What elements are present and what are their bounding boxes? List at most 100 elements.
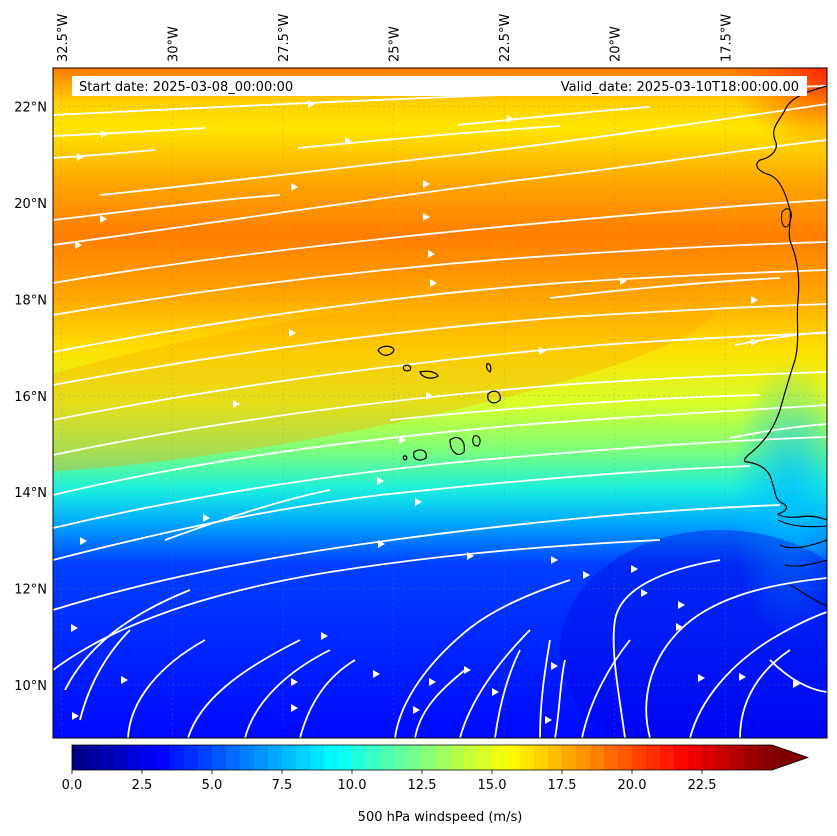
- colorbar-band: [282, 745, 297, 770]
- lat-tick-label: 12°N: [14, 583, 47, 598]
- lon-tick-label: 22.5°W: [498, 14, 513, 62]
- streamline: [53, 465, 751, 561]
- colorbar-band: [576, 745, 591, 770]
- colorbar-band: [170, 745, 185, 770]
- colorbar-band: [758, 745, 773, 770]
- colorbar-outline: [71, 744, 810, 771]
- streamline: [53, 303, 827, 386]
- colorbar-band: [520, 745, 535, 770]
- streamline: [53, 127, 206, 137]
- streamline: [739, 649, 791, 738]
- streamline: [187, 639, 301, 738]
- colorbar-tick-label: 12.5: [408, 778, 437, 793]
- coastline-segment: [779, 539, 827, 549]
- streamline: [394, 579, 571, 738]
- streamline-arrow: [751, 338, 758, 346]
- streamline-arrow: [583, 571, 590, 579]
- streamline-arrow: [698, 674, 705, 682]
- streamline: [53, 241, 827, 316]
- colorbar-tick-label: 15.0: [478, 778, 507, 793]
- streamline-arrow: [291, 183, 298, 191]
- colorbar-band: [436, 745, 451, 770]
- africa-coastline: [743, 85, 827, 521]
- colorbar-tick-label: 2.5: [132, 778, 153, 793]
- colorbar-band: [478, 745, 493, 770]
- colorbar-band: [100, 745, 115, 770]
- lat-tick-label: 18°N: [14, 293, 47, 308]
- coastline-segment: [789, 584, 827, 607]
- colorbar-tick-label: 0.0: [62, 778, 83, 793]
- colorbar-band: [506, 745, 521, 770]
- colorbar-band: [464, 745, 479, 770]
- colorbar-band: [534, 745, 549, 770]
- colorbar-tick-label: 10.0: [338, 778, 367, 793]
- streamline: [581, 639, 631, 738]
- streamline-arrow: [429, 678, 436, 686]
- streamline-arrow: [430, 279, 437, 287]
- map-border: [52, 67, 828, 739]
- streamline-arrow: [539, 347, 546, 355]
- colorbar-tick-label: 22.5: [688, 778, 717, 793]
- streamline-arrow: [373, 670, 380, 678]
- streamline: [769, 659, 827, 693]
- colorbar-band: [688, 745, 703, 770]
- colorbar-band: [226, 745, 241, 770]
- colorbar-band: [450, 745, 465, 770]
- streamline-arrow: [492, 688, 499, 696]
- streamline: [127, 639, 206, 738]
- streamline: [299, 659, 356, 738]
- streamline: [297, 125, 561, 149]
- streamline-arrow: [426, 392, 433, 400]
- cape-verde-island: [402, 455, 408, 461]
- colorbar-label: 500 hPa windspeed (m/s): [358, 810, 523, 825]
- colorbar-band: [184, 745, 199, 770]
- colorbar-band: [492, 745, 507, 770]
- streamline-arrow: [71, 624, 78, 632]
- colorbar-tick-label: 17.5: [548, 778, 577, 793]
- streamline-arrow: [423, 213, 430, 221]
- lat-tick-label: 10°N: [14, 679, 47, 694]
- streamline: [549, 277, 781, 299]
- streamline: [645, 577, 827, 738]
- streamline-arrow: [233, 400, 240, 408]
- colorbar-band: [730, 745, 745, 770]
- lon-tick-label: 17.5°W: [719, 14, 734, 62]
- streamline: [53, 332, 827, 421]
- cape-verde-island: [472, 435, 481, 447]
- colorbar-band: [366, 745, 381, 770]
- colorbar-band: [422, 745, 437, 770]
- colorbar-band: [142, 745, 157, 770]
- streamline-arrow: [345, 137, 352, 145]
- cape-verde-island: [486, 363, 492, 373]
- colorbar-band: [394, 745, 409, 770]
- streamline: [554, 659, 566, 738]
- streamline-arrow: [793, 680, 800, 688]
- streamline-arrow: [415, 498, 422, 506]
- colorbar-band: [86, 745, 101, 770]
- streamline: [53, 404, 827, 496]
- streamline-arrow: [678, 601, 685, 609]
- streamline: [53, 139, 827, 246]
- streamline-arrow: [507, 115, 514, 123]
- streamline-arrow: [641, 589, 648, 597]
- colorbar-band: [338, 745, 353, 770]
- lon-tick-label: 25°W: [388, 26, 403, 62]
- streamline-arrow: [739, 673, 746, 681]
- streamline-arrow: [291, 678, 298, 686]
- streamline-arrow: [620, 277, 627, 285]
- streamline-arrow: [308, 100, 315, 108]
- coastline-segment: [784, 559, 827, 567]
- streamline-arrow: [551, 662, 558, 670]
- colorbar: 0.0 2.5 5.0 7.5 10.0 12.5 15.0 17.5 20.0 22.5: [62, 744, 810, 793]
- streamline: [79, 629, 131, 721]
- colorbar-band: [380, 745, 395, 770]
- streamline: [53, 436, 827, 529]
- colorbar-band: [618, 745, 633, 770]
- colorbar-band: [702, 745, 717, 770]
- lon-tick-label: 20°W: [609, 26, 624, 62]
- streamline-arrow: [545, 716, 552, 724]
- streamline: [457, 106, 651, 126]
- cape-verde-island: [377, 345, 395, 356]
- streamline-arrow: [377, 477, 384, 485]
- cape-verde-island: [402, 364, 412, 372]
